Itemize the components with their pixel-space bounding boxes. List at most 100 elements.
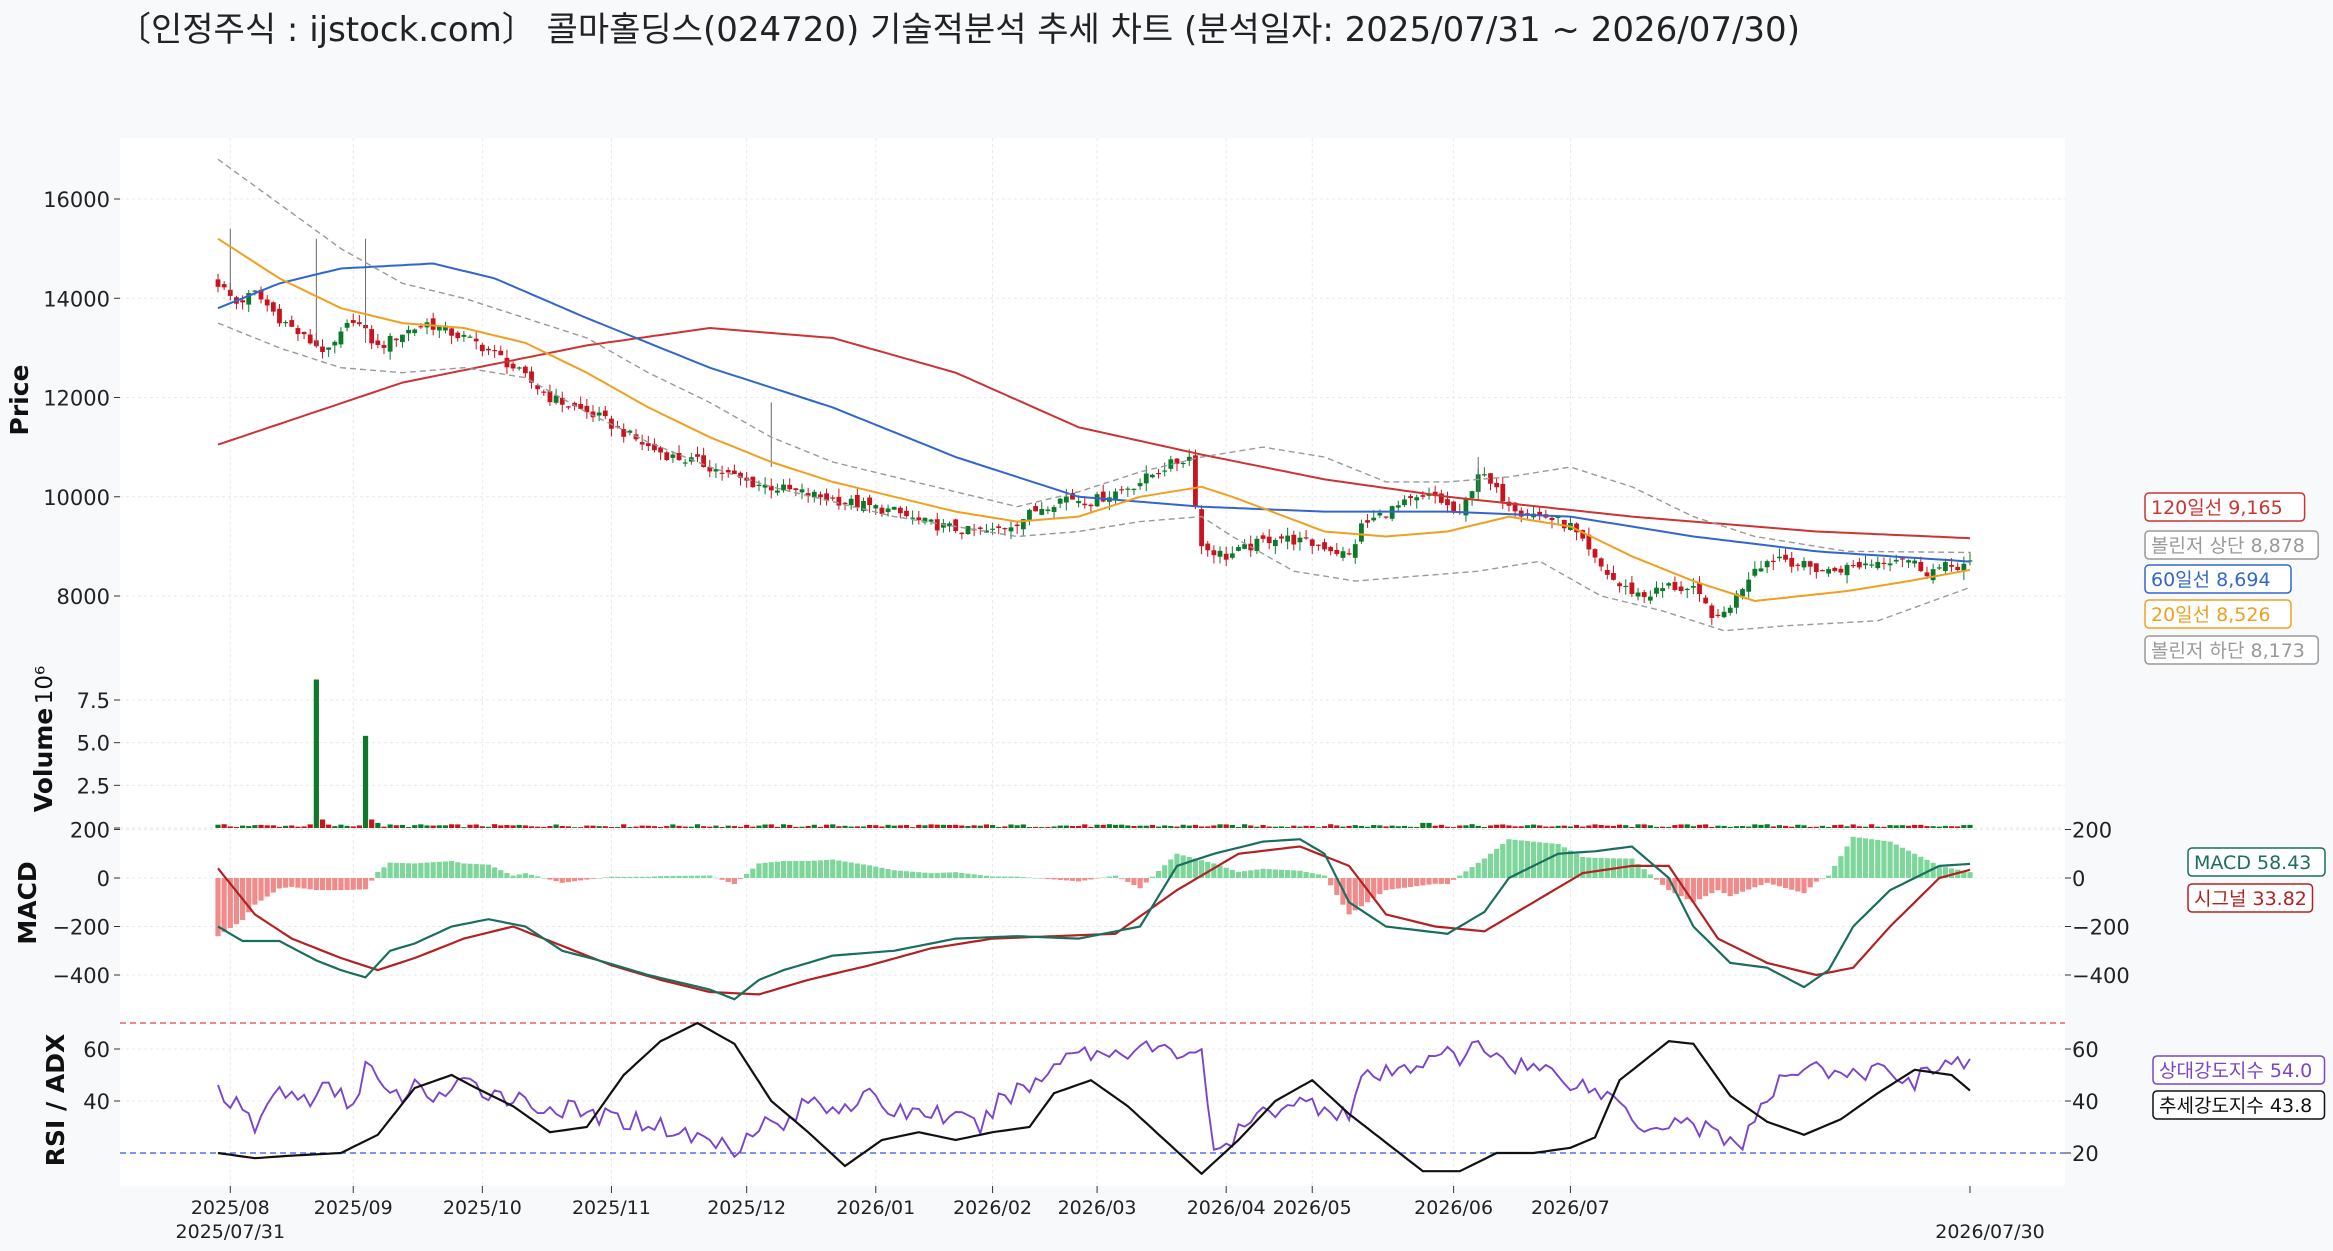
macd-hist-bar: [1143, 878, 1149, 883]
volume-bar: [1358, 825, 1365, 828]
volume-bar: [1690, 826, 1696, 828]
macd-hist-bar: [1635, 863, 1641, 878]
volume-bar: [1186, 825, 1192, 828]
volume-bar: [1813, 826, 1819, 828]
volume-bar: [1481, 826, 1487, 828]
macd-hist-bar: [1549, 843, 1555, 878]
candle-body: [1611, 573, 1616, 580]
candle-body: [1697, 582, 1702, 594]
volume-bar: [1678, 824, 1684, 828]
candle-body: [922, 517, 928, 523]
macd-hist-bar: [1881, 840, 1887, 878]
candle-body: [1850, 565, 1856, 567]
macd-hist-bar: [1592, 857, 1598, 878]
macd-hist-bar: [227, 878, 233, 929]
macd-hist-bar: [946, 872, 953, 878]
macd-hist-bar: [1242, 871, 1248, 878]
price-value-box: [2144, 599, 2292, 629]
volume-bar: [854, 826, 860, 828]
volume-bar: [1782, 825, 1789, 828]
macd-hist-bar: [1918, 856, 1924, 878]
candle-body: [510, 363, 516, 369]
candle-body: [1807, 561, 1813, 567]
volume-bar: [522, 825, 528, 828]
volume-bar: [473, 824, 479, 828]
macd-hist-bar: [1155, 870, 1162, 878]
x-end-date-label: 2026/07/30: [1935, 1221, 2045, 1243]
macd-hist-bar: [1198, 860, 1205, 878]
candle-body: [1721, 611, 1727, 618]
candle-body: [1272, 540, 1278, 547]
volume-bar: [633, 826, 639, 828]
candle-body: [1451, 501, 1457, 512]
volume-bar: [1610, 825, 1617, 828]
adx-line: [217, 1021, 1971, 1176]
macd-hist-bar: [1672, 878, 1678, 894]
macd-hist-bar: [547, 878, 553, 880]
candle-body: [1051, 506, 1057, 512]
candle-body: [350, 320, 356, 324]
volume-bar: [719, 827, 725, 828]
volume-bar: [780, 824, 787, 828]
candle-body: [1254, 538, 1260, 551]
macd-hist-bar: [1020, 877, 1026, 878]
volume-bar: [1334, 825, 1340, 828]
volume-bar: [1076, 825, 1082, 828]
volume-bar: [1549, 826, 1555, 828]
volume-bar: [701, 826, 707, 828]
volume-bar: [842, 825, 848, 828]
volume-bar: [578, 827, 584, 828]
candle-body: [369, 329, 375, 344]
volume-bar: [910, 827, 916, 828]
candle-body: [215, 279, 221, 287]
candle-body: [1518, 510, 1524, 517]
volume-bar: [1088, 826, 1094, 828]
volume-bar: [1475, 825, 1481, 828]
macd-hist-bar: [1260, 868, 1266, 878]
macd-hist-bar: [1285, 870, 1291, 878]
macd-hist-bar: [1481, 858, 1487, 878]
candle-body: [805, 493, 811, 496]
candle-body: [375, 340, 381, 345]
macd-hist-bar: [1186, 856, 1192, 878]
volume-bar: [873, 825, 879, 828]
price-value-box: [2144, 492, 2306, 522]
candle-body: [701, 455, 707, 468]
volume-bar: [1414, 827, 1420, 828]
candle-body: [344, 322, 350, 328]
candle-body: [793, 488, 799, 491]
macd-hist-bar: [1168, 859, 1174, 878]
volume-bar: [1026, 827, 1033, 828]
volume-bar: [1328, 824, 1334, 828]
volume-bar: [1340, 826, 1346, 828]
candle-body: [1082, 503, 1088, 506]
macd-hist-bar: [774, 861, 781, 878]
candle-body: [1795, 564, 1801, 566]
candle-body: [959, 532, 965, 535]
candle-body: [848, 498, 854, 506]
price-value-box: [2144, 564, 2292, 594]
volume-bar: [750, 826, 756, 828]
macd-hist-bar: [1696, 878, 1703, 900]
xtick-label: 2025/09: [314, 1197, 393, 1219]
macd-hist-bar: [1819, 878, 1826, 879]
candle-body: [1709, 605, 1715, 618]
macd-hist-bar: [498, 870, 504, 878]
candle-body: [338, 331, 344, 345]
candle-body: [861, 500, 866, 511]
volume-bar: [350, 826, 356, 828]
volume-bar: [1315, 827, 1321, 829]
macd-hist-bar: [1229, 869, 1235, 878]
candle-body: [1727, 607, 1733, 613]
volume-bar: [1887, 825, 1893, 828]
candle-body: [264, 299, 270, 306]
macd-hist-bar: [1420, 878, 1426, 886]
macd-hist-bar: [307, 878, 313, 890]
macd-hist-bar: [897, 870, 903, 878]
candle-body: [1777, 556, 1782, 559]
macd-hist-bar: [1205, 861, 1211, 878]
candle-body: [1100, 491, 1106, 502]
candle-body: [934, 519, 940, 531]
macd-hist-bar: [1254, 869, 1260, 878]
candle-body: [762, 484, 768, 488]
